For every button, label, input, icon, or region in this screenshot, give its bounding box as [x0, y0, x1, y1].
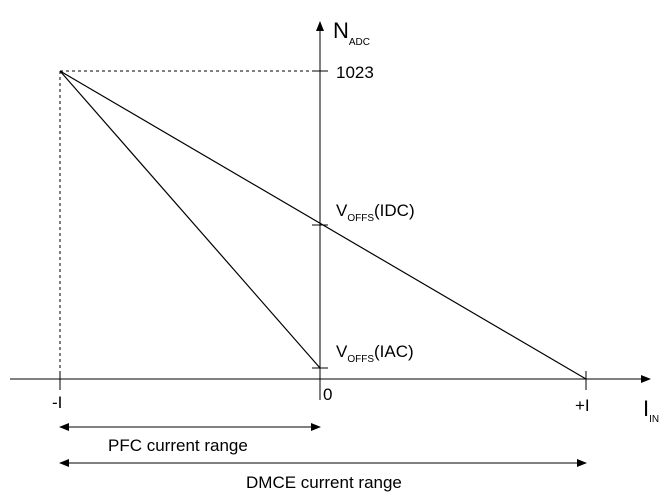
- dmce-transfer-line: [59, 70, 587, 380]
- voffs-iac-label: VOFFS(IAC): [336, 342, 414, 365]
- voffs-idc-label: VOFFS(IDC): [336, 201, 415, 224]
- pfc-transfer-line: [59, 70, 321, 369]
- y-tick-1023-label: 1023: [336, 63, 374, 82]
- x-axis-label: IIN: [643, 396, 659, 425]
- y-axis-label: NADC: [333, 18, 370, 48]
- x-tick-pos-label: +I: [575, 396, 590, 415]
- dmce-range-label: DMCE current range: [246, 473, 402, 492]
- x-tick-zero-label: 0: [323, 385, 332, 404]
- x-tick-neg-label: -I: [52, 393, 62, 412]
- pfc-range-label: PFC current range: [108, 436, 248, 455]
